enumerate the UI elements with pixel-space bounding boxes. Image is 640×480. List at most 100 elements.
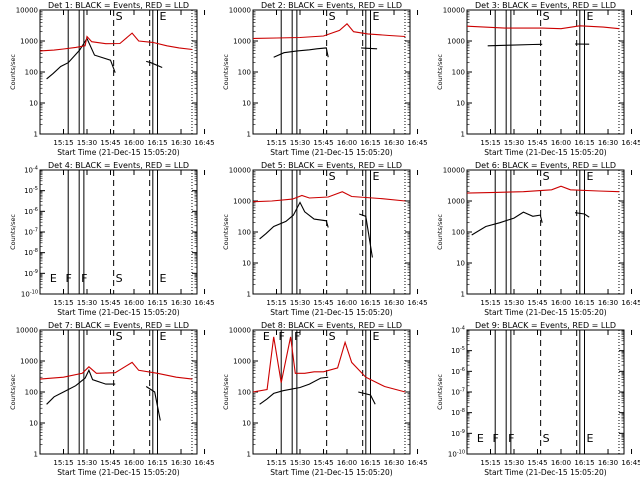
event-rate-line — [146, 60, 163, 69]
y-tick-label: 1 — [247, 291, 251, 299]
event-rate-line — [361, 47, 378, 50]
marker-letter: S — [543, 432, 550, 445]
y-tick-label: 100 — [238, 69, 251, 77]
x-tick-label: 15:45 — [313, 459, 333, 467]
panel-title: Det 9: BLACK = Events, RED = LLD — [475, 321, 616, 330]
event-rate-line — [359, 213, 373, 258]
panel-title: Det 4: BLACK = Events, RED = LLD — [48, 161, 189, 170]
x-tick-label: 16:45 — [621, 139, 640, 147]
x-tick-label: 15:15 — [266, 299, 286, 307]
x-axis-label: Start Time (21-Dec-15 15:05:20) — [270, 148, 392, 157]
y-tick-label: 10-4 — [451, 326, 465, 335]
y-tick-label: 1 — [461, 131, 465, 139]
y-tick-label: 100 — [25, 389, 38, 397]
x-tick-label: 16:15 — [147, 139, 167, 147]
marker-letter: S — [116, 272, 123, 285]
y-tick-label: 1 — [247, 451, 251, 459]
x-tick-label: 16:00 — [551, 139, 571, 147]
y-tick-label: 10-10 — [448, 450, 465, 459]
x-tick-label: 16:00 — [551, 459, 571, 467]
x-tick-label: 15:30 — [504, 459, 524, 467]
x-tick-label: 15:45 — [527, 459, 547, 467]
x-tick-label: 15:45 — [100, 139, 120, 147]
marker-letter: E — [160, 272, 167, 285]
event-rate-line — [487, 43, 543, 47]
marker-letter: S — [329, 330, 336, 343]
x-tick-label: 15:30 — [290, 459, 310, 467]
marker-letter: E — [587, 10, 594, 23]
y-tick-label: 1000 — [447, 38, 465, 46]
x-tick-label: 15:45 — [527, 139, 547, 147]
detector-panel-3: Det 3: BLACK = Events, RED = LLD 1 10 100 10… — [436, 1, 640, 157]
x-tick-label: 16:30 — [384, 459, 404, 467]
y-tick-label: 10-9 — [24, 269, 38, 278]
y-tick-label: 100 — [238, 229, 251, 237]
marker-letter: S — [329, 170, 336, 183]
lld-rate-line — [466, 25, 620, 30]
event-rate-line — [259, 201, 329, 240]
lld-rate-line — [39, 32, 193, 52]
marker-letter: F — [279, 330, 285, 343]
x-tick-label: 16:30 — [384, 139, 404, 147]
y-tick-label: 10000 — [229, 7, 251, 15]
x-tick-label: 15:45 — [100, 299, 120, 307]
x-tick-label: 15:15 — [266, 459, 286, 467]
lld-rate-line — [252, 191, 406, 203]
y-axis-label: Counts/sec — [222, 54, 230, 90]
marker-letter: E — [160, 10, 167, 23]
x-tick-label: 15:15 — [53, 459, 73, 467]
y-tick-label: 10000 — [229, 327, 251, 335]
y-tick-label: 10-6 — [451, 367, 465, 376]
y-tick-label: 10 — [242, 420, 251, 428]
detector-panel-8: Det 8: BLACK = Events, RED = LLD 1 10 100 10… — [222, 321, 428, 477]
detector-panel-1: Det 1: BLACK = Events, RED = LLD 1 10 100 10… — [9, 1, 215, 157]
x-tick-label: 15:30 — [77, 299, 97, 307]
marker-letter: S — [543, 10, 550, 23]
detector-panel-6: Det 6: BLACK = Events, RED = LLD 1 10 100 10… — [436, 161, 640, 317]
x-tick-label: 16:30 — [384, 299, 404, 307]
marker-letter: F — [508, 432, 514, 445]
x-tick-label: 16:45 — [407, 459, 427, 467]
x-axis-label: Start Time (21-Dec-15 15:05:20) — [270, 468, 392, 477]
x-axis-label: Start Time (21-Dec-15 15:05:20) — [270, 308, 392, 317]
panel-title: Det 8: BLACK = Events, RED = LLD — [261, 321, 402, 330]
y-tick-label: 10-9 — [451, 429, 465, 438]
marker-letter: F — [81, 272, 87, 285]
y-tick-label: 10000 — [229, 167, 251, 175]
x-tick-label: 15:15 — [480, 459, 500, 467]
marker-letter: E — [373, 330, 380, 343]
x-tick-label: 15:15 — [480, 299, 500, 307]
y-tick-label: 1 — [34, 131, 38, 139]
y-axis-label: Counts/sec — [9, 214, 17, 250]
event-rate-line — [46, 368, 116, 405]
event-rate-line — [575, 212, 590, 218]
marker-letter: S — [116, 330, 123, 343]
y-tick-label: 10-7 — [24, 228, 38, 237]
x-tick-label: 15:45 — [313, 299, 333, 307]
detector-panel-5: Det 5: BLACK = Events, RED = LLD 1 10 100 10… — [222, 161, 428, 317]
panel-title: Det 6: BLACK = Events, RED = LLD — [475, 161, 616, 170]
x-axis-label: Start Time (21-Dec-15 15:05:20) — [484, 308, 606, 317]
x-tick-label: 16:00 — [337, 299, 357, 307]
y-tick-label: 1 — [247, 131, 251, 139]
y-tick-label: 10-8 — [451, 408, 465, 417]
y-tick-label: 1000 — [233, 38, 251, 46]
y-tick-label: 100 — [238, 389, 251, 397]
y-tick-label: 10-5 — [451, 346, 465, 355]
x-tick-label: 16:45 — [194, 139, 214, 147]
x-tick-label: 15:45 — [100, 459, 120, 467]
x-tick-label: 15:30 — [290, 299, 310, 307]
x-tick-label: 16:15 — [360, 139, 380, 147]
x-tick-label: 16:00 — [551, 299, 571, 307]
x-tick-label: 16:45 — [194, 299, 214, 307]
plot-frame — [252, 169, 411, 295]
x-tick-label: 15:30 — [77, 139, 97, 147]
y-tick-label: 1000 — [447, 198, 465, 206]
x-tick-label: 16:15 — [147, 299, 167, 307]
x-tick-label: 15:45 — [527, 299, 547, 307]
event-rate-line — [358, 391, 376, 405]
event-rate-line — [259, 376, 329, 405]
x-tick-label: 16:30 — [171, 299, 191, 307]
x-axis-label: Start Time (21-Dec-15 15:05:20) — [57, 308, 179, 317]
marker-letter: S — [329, 10, 336, 23]
